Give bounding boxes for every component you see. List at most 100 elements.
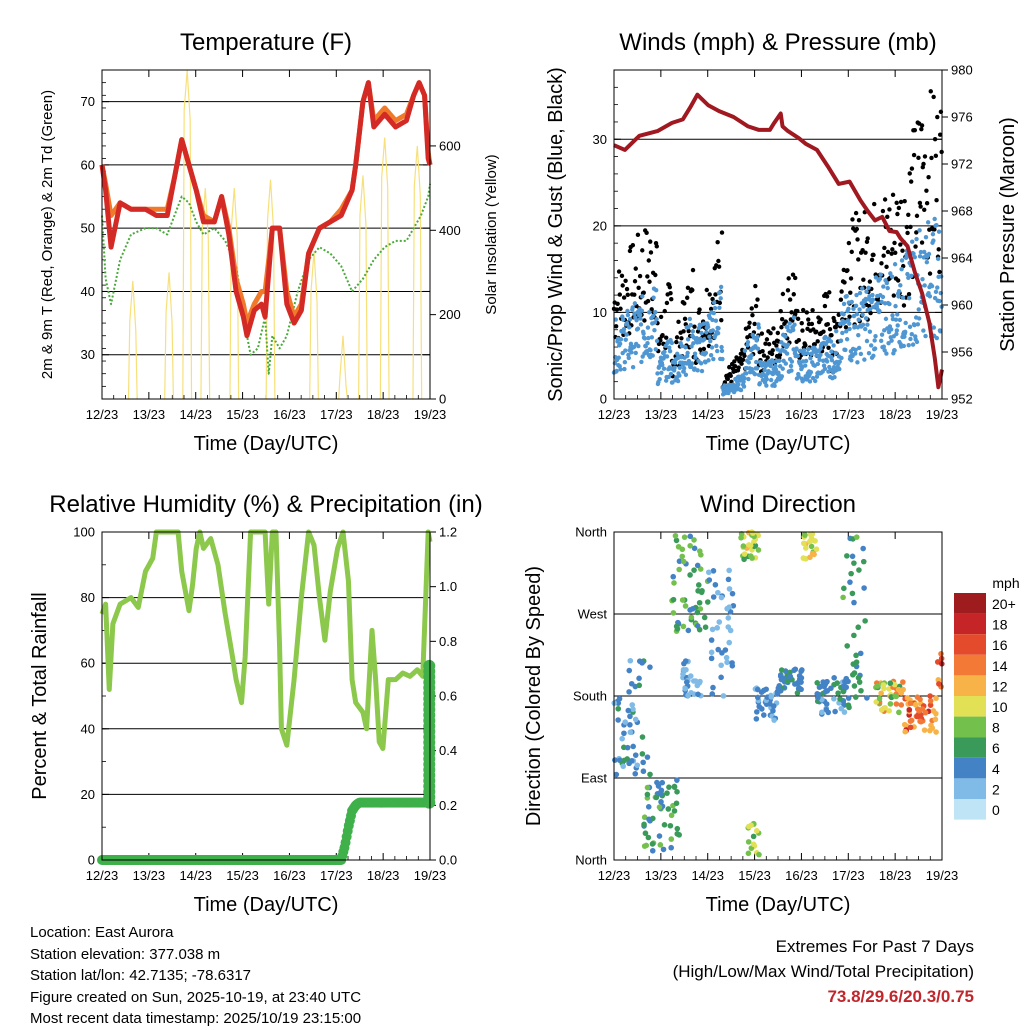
wind-point [894,328,900,333]
wind-point [754,359,759,365]
wind-point [849,299,854,305]
gust-point [882,197,888,202]
direction-point [824,678,830,685]
direction-point [641,814,648,821]
wind-point [899,266,904,272]
gust-point [753,283,758,289]
direction-point [763,686,769,693]
wind-point [780,366,785,371]
direction-point [724,605,730,612]
wind-point [853,303,859,308]
gust-point [825,321,831,327]
humidity-y2tick-label: 0.6 [439,689,457,704]
direction-point [807,554,813,561]
gust-point [887,207,892,212]
direction-point [636,682,643,689]
direction-point [725,576,732,583]
wind-point [645,340,650,346]
wind-point [785,324,790,330]
direction-point [847,579,853,585]
wind-point [616,355,621,360]
wind-point [785,342,791,347]
gust-point [810,307,815,313]
gust-point [685,295,690,300]
wind-point [918,249,924,255]
wind-point [710,328,716,333]
humidity-y2tick-label: 0.0 [439,853,457,868]
gust-point [739,361,744,366]
wind-point [770,371,776,377]
wind-point [768,377,774,383]
wind-point [645,325,651,330]
direction-point [878,690,884,697]
wind-point [662,349,667,355]
gust-point [931,94,936,100]
gust-point [822,303,828,309]
direction-point [673,537,680,544]
direction-point [674,789,680,795]
wind-point [638,316,643,321]
wind-point [746,376,751,382]
wind-point [652,328,657,333]
gust-point [868,310,873,316]
wind-point [762,368,767,373]
gust-point [908,179,914,184]
wind-point [860,312,865,317]
direction-point [691,545,698,552]
humidity-plot-frame [101,531,431,861]
wind-point [738,387,744,393]
wind-point [703,350,709,356]
gust-point [775,330,781,336]
direction-point [860,558,867,565]
direction-point [726,567,732,574]
direction-point [701,614,708,621]
direction-point [841,585,847,592]
gust-point [632,279,638,284]
gust-point [621,295,627,300]
direction-point [741,556,747,563]
direction-point [907,700,914,707]
wind-point [787,321,792,326]
direction-point [679,597,686,603]
wind-point [847,326,852,332]
wind-point [670,380,675,385]
wind-point [909,332,914,337]
direction-point [849,590,856,597]
legend-swatch [954,757,986,779]
wind-point [834,328,839,334]
direction-point [630,743,636,750]
gust-point [780,291,786,297]
gust-point [800,307,806,313]
direction-point [627,729,634,736]
direction-point [898,690,905,696]
wind-point [888,327,894,332]
direction-point [907,724,914,731]
wind-point [667,349,673,354]
direction-point [673,800,680,807]
gust-point [881,253,886,258]
gust-point [896,205,902,211]
wind-point [639,359,644,365]
gust-point [685,285,691,290]
direction-point [685,627,692,634]
gust-point [770,348,775,353]
wind-point [635,326,641,331]
gust-point [753,303,759,309]
gust-point [766,341,772,347]
wind-point [861,304,866,309]
direction-point [644,754,651,760]
wind-point [863,316,869,321]
direction-point [632,752,639,758]
wind-point [888,271,893,276]
wind-point [775,347,780,352]
direction-point [676,832,682,838]
wind-point [923,333,928,339]
direction-point [787,673,794,680]
wind-point [625,312,631,318]
gust-point [635,232,641,238]
direction-point [626,689,632,695]
legend-label: 4 [992,761,1000,777]
gust-point [829,332,834,338]
gust-point [839,289,844,294]
wind-point [655,371,660,376]
